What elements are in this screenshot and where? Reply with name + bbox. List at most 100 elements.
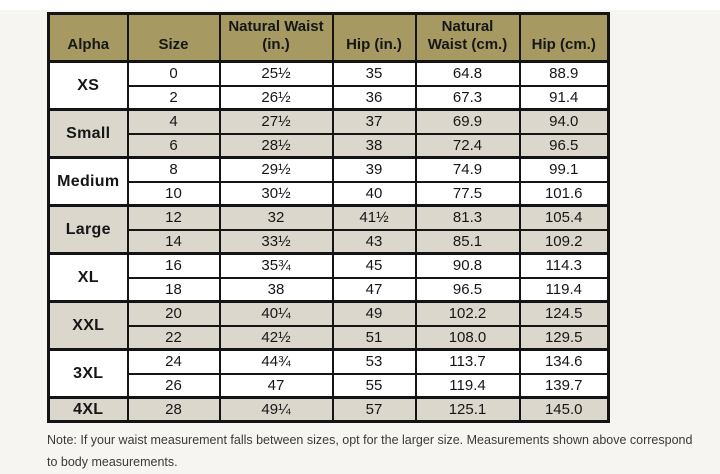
data-cell: 44¾ [218, 348, 334, 375]
column-header-size: Size [126, 12, 221, 63]
table-row: XS 0 25½ 35 64.8 88.9 [47, 60, 610, 111]
data-cell: 145.0 [518, 396, 610, 423]
data-cell: 88.9 [518, 60, 610, 87]
data-cell: 53 [331, 348, 417, 375]
column-header-natural-waist-in: Natural Waist (in.) [218, 12, 334, 63]
alpha-cell-xs: XS [47, 60, 129, 111]
data-cell: 12 [126, 204, 221, 231]
data-cell: 16 [126, 252, 221, 279]
data-cell: 33½ [218, 229, 334, 255]
data-cell: 49 [331, 300, 417, 327]
data-cell: 139.7 [518, 373, 610, 399]
header-row: Alpha Size Natural Waist (in.) Hip (in.) Nat… [47, 12, 610, 63]
data-cell: 20 [126, 300, 221, 327]
data-cell: 26½ [218, 85, 334, 111]
data-cell: 28½ [218, 133, 334, 159]
data-cell: 0 [126, 60, 221, 87]
data-cell: 85.1 [414, 229, 521, 255]
data-cell: 8 [126, 156, 221, 183]
data-cell: 22 [126, 325, 221, 351]
data-cell: 57 [331, 396, 417, 423]
data-cell: 129.5 [518, 325, 610, 351]
size-chart-body: XS 0 25½ 35 64.8 88.9 2 26½ 36 67.3 91.4 Small 4 27½ 3… [47, 60, 610, 423]
data-cell: 51 [331, 325, 417, 351]
column-header-hip-cm: Hip (cm.) [518, 12, 610, 63]
data-cell: 28 [126, 396, 221, 423]
table-row: 14 33½ 43 85.1 109.2 [49, 229, 610, 255]
alpha-cell-3xl: 3XL [47, 348, 129, 399]
table-row: XXL 20 40¼ 49 102.2 124.5 [47, 300, 610, 351]
data-cell: 96.5 [518, 133, 610, 159]
data-cell: 6 [126, 133, 221, 159]
data-cell: 29½ [218, 156, 334, 183]
data-cell: 40¼ [218, 300, 334, 327]
size-chart-section: Alpha Size Natural Waist (in.) Hip (in.) Nat… [0, 10, 720, 423]
data-cell: 4 [126, 108, 221, 135]
data-cell: 24 [126, 348, 221, 375]
data-cell: 47 [331, 277, 417, 303]
column-header-alpha: Alpha [47, 12, 129, 63]
data-cell: 90.8 [414, 252, 521, 279]
alpha-cell-4xl: 4XL [47, 396, 129, 423]
table-row: Medium 8 29½ 39 74.9 99.1 [47, 156, 610, 207]
data-cell: 108.0 [414, 325, 521, 351]
table-row: 10 30½ 40 77.5 101.6 [49, 181, 610, 207]
data-cell: 30½ [218, 181, 334, 207]
data-cell: 2 [126, 85, 221, 111]
table-row: 22 42½ 51 108.0 129.5 [49, 325, 610, 351]
data-cell: 38 [218, 277, 334, 303]
data-cell: 40 [331, 181, 417, 207]
data-cell: 18 [126, 277, 221, 303]
data-cell: 94.0 [518, 108, 610, 135]
data-cell: 81.3 [414, 204, 521, 231]
table-row: 26 47 55 119.4 139.7 [49, 373, 610, 399]
data-cell: 39 [331, 156, 417, 183]
data-cell: 124.5 [518, 300, 610, 327]
data-cell: 101.6 [518, 181, 610, 207]
data-cell: 119.4 [414, 373, 521, 399]
data-cell: 38 [331, 133, 417, 159]
column-header-hip-in: Hip (in.) [331, 12, 417, 63]
data-cell: 114.3 [518, 252, 610, 279]
data-cell: 67.3 [414, 85, 521, 111]
data-cell: 125.1 [414, 396, 521, 423]
data-cell: 26 [126, 373, 221, 399]
data-cell: 35¾ [218, 252, 334, 279]
data-cell: 102.2 [414, 300, 521, 327]
alpha-cell-xl: XL [47, 252, 129, 303]
top-strip [0, 0, 720, 10]
data-cell: 45 [331, 252, 417, 279]
alpha-cell-xxl: XXL [47, 300, 129, 351]
data-cell: 41½ [331, 204, 417, 231]
data-cell: 35 [331, 60, 417, 87]
table-row: 6 28½ 38 72.4 96.5 [49, 133, 610, 159]
data-cell: 72.4 [414, 133, 521, 159]
data-cell: 96.5 [414, 277, 521, 303]
data-cell: 69.9 [414, 108, 521, 135]
data-cell: 105.4 [518, 204, 610, 231]
data-cell: 37 [331, 108, 417, 135]
alpha-cell-medium: Medium [47, 156, 129, 207]
data-cell: 10 [126, 181, 221, 207]
data-cell: 42½ [218, 325, 334, 351]
data-cell: 14 [126, 229, 221, 255]
data-cell: 119.4 [518, 277, 610, 303]
data-cell: 99.1 [518, 156, 610, 183]
data-cell: 43 [331, 229, 417, 255]
alpha-cell-small: Small [47, 108, 129, 159]
table-row: 4XL 28 49¼ 57 125.1 145.0 [47, 396, 610, 423]
table-row: 18 38 47 96.5 119.4 [49, 277, 610, 303]
data-cell: 113.7 [414, 348, 521, 375]
column-header-natural-waist-cm: Natural Waist (cm.) [414, 12, 521, 63]
table-row: 3XL 24 44¾ 53 113.7 134.6 [47, 348, 610, 399]
data-cell: 77.5 [414, 181, 521, 207]
size-chart-table: Alpha Size Natural Waist (in.) Hip (in.) Nat… [47, 12, 610, 423]
table-row: Small 4 27½ 37 69.9 94.0 [47, 108, 610, 159]
data-cell: 134.6 [518, 348, 610, 375]
alpha-cell-large: Large [47, 204, 129, 255]
data-cell: 64.8 [414, 60, 521, 87]
size-chart-header: Alpha Size Natural Waist (in.) Hip (in.) Nat… [47, 12, 610, 63]
data-cell: 36 [331, 85, 417, 111]
data-cell: 32 [218, 204, 334, 231]
